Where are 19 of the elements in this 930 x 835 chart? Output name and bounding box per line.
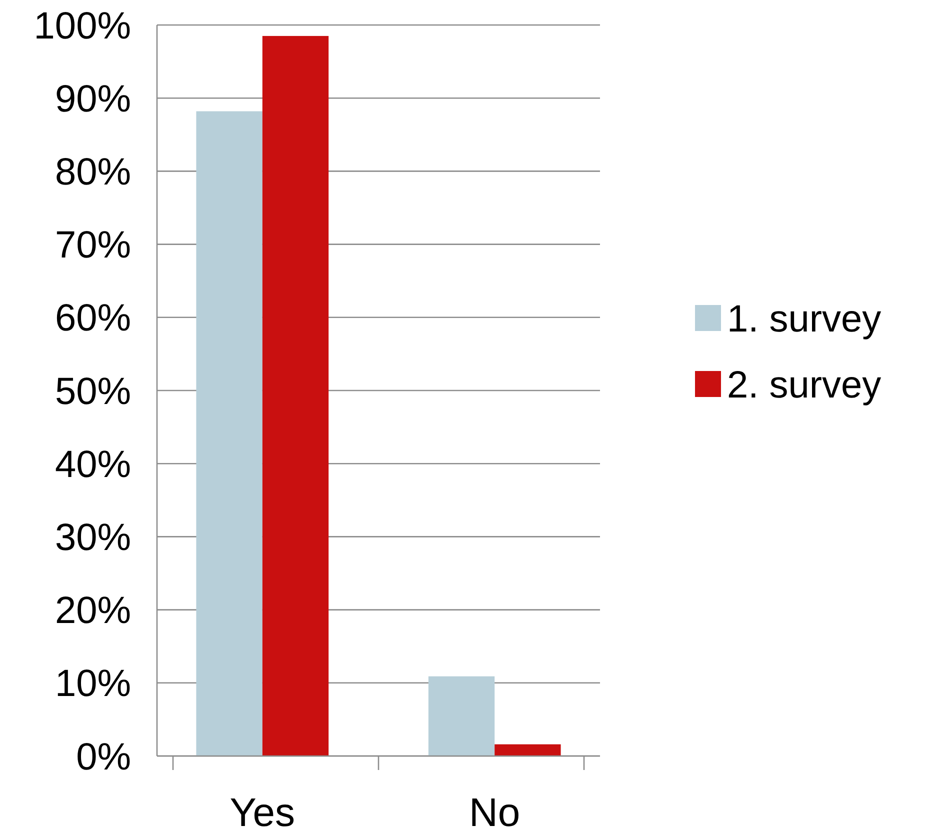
y-tick-label: 30% — [54, 517, 131, 559]
bar — [428, 676, 495, 756]
legend-label: 2. survey — [727, 364, 882, 406]
y-tick-label: 60% — [54, 298, 131, 340]
x-tick-label: No — [469, 791, 520, 835]
legend-label: 1. survey — [727, 298, 882, 340]
bar — [196, 111, 262, 756]
bar — [262, 36, 329, 756]
y-tick-label: 50% — [54, 370, 131, 413]
y-tick-label: 90% — [54, 78, 131, 120]
y-tick-label: 40% — [54, 444, 131, 486]
x-tick-label: Yes — [230, 791, 296, 835]
y-tick-label: 10% — [54, 663, 131, 706]
y-tick-label: 80% — [54, 152, 131, 194]
y-tick-label: 70% — [54, 224, 131, 267]
y-tick-label: 20% — [54, 590, 131, 632]
y-tick-label: 0% — [76, 736, 131, 778]
y-tick-label: 100% — [34, 5, 131, 48]
bar — [494, 744, 561, 756]
